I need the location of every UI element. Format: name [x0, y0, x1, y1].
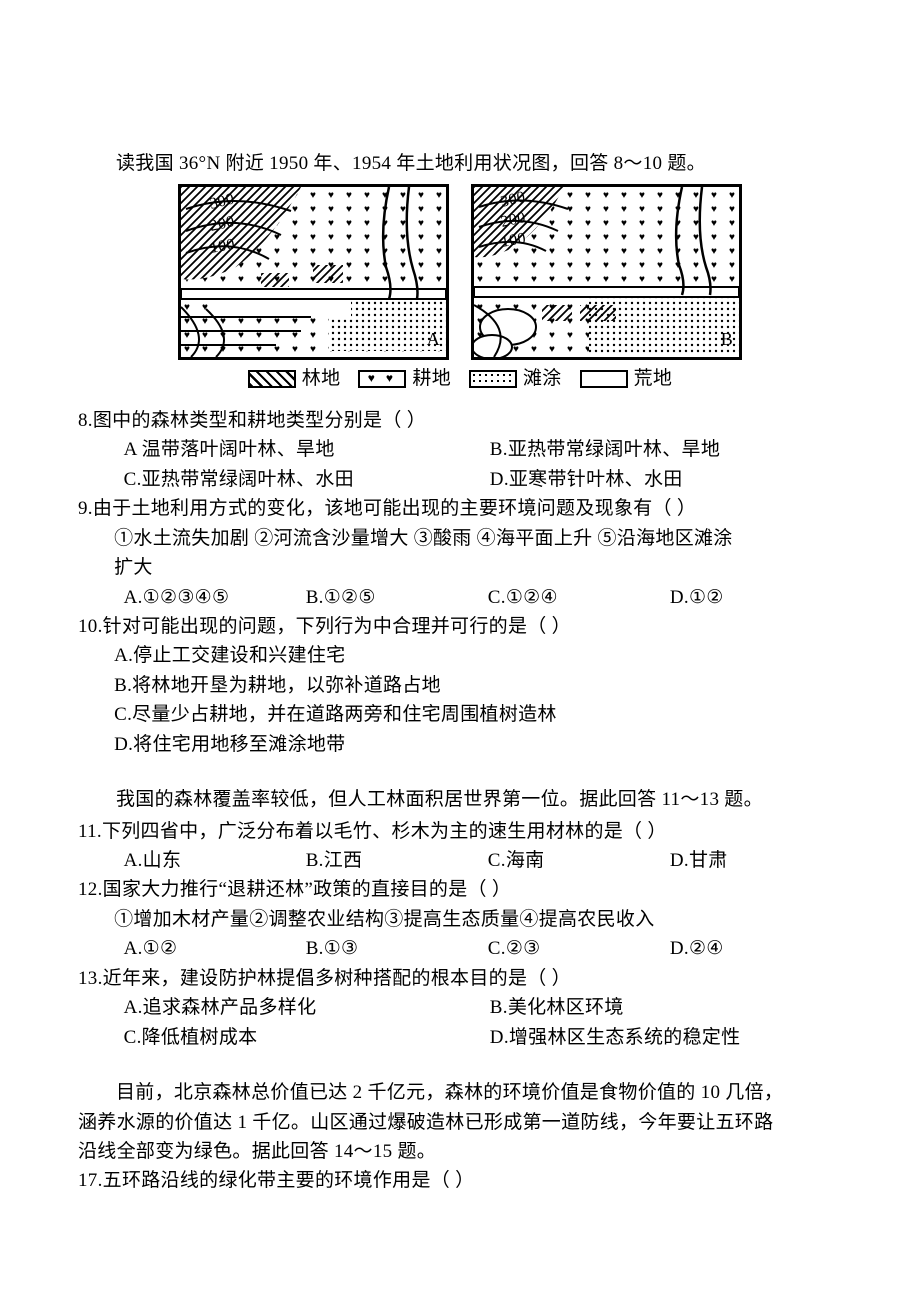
q10-option-b: B.将林地开垦为耕地，以弥补道路占地 — [114, 671, 842, 700]
q12-items: ①增加木材产量②调整农业结构③提高生态质量④提高农民收入 — [78, 905, 842, 934]
legend-mudflat-label: 滩涂 — [523, 364, 562, 393]
q12-option-c: C.②③ — [488, 934, 660, 963]
legend: 林地 耕地 滩涂 荒地 — [78, 364, 842, 393]
q11-option-a: A.山东 — [124, 846, 296, 875]
intro-14-15-line1: 目前，北京森林总价值已达 2 千亿元，森林的环境价值是食物价值的 10 几倍， — [78, 1078, 842, 1107]
q8-option-c: C.亚热带常绿阔叶林、水田 — [124, 465, 476, 494]
q9-stem: 9.由于土地利用方式的变化，该地可能出现的主要环境问题及现象有（ ） — [78, 494, 842, 523]
intro-14-15-line2: 涵养水源的价值达 1 千亿。山区通过爆破造林已形成第一道防线，今年要让五环路 — [78, 1108, 842, 1137]
map-b: ♥ — [471, 184, 742, 360]
q13-options: A.追求森林产品多样化 B.美化林区环境 C.降低植树成本 D.增强林区生态系统… — [78, 993, 842, 1052]
q17-stem: 17.五环路沿线的绿化带主要的环境作用是（ ） — [78, 1166, 842, 1195]
q9-option-b: B.①②⑤ — [306, 583, 478, 612]
q8-option-a: A 温带落叶阔叶林、旱地 — [124, 435, 476, 464]
q12-stem: 12.国家大力推行“退耕还林”政策的直接目的是（ ） — [78, 875, 842, 904]
q12-option-d: D.②④ — [670, 934, 842, 963]
q11-stem: 11.下列四省中，广泛分布着以毛竹、杉木为主的速生用材林的是（ ） — [78, 817, 842, 846]
q9-items: ①水土流失加剧 ②河流含沙量增大 ③酸雨 ④海平面上升 ⑤沿海地区滩涂 扩大 — [78, 524, 842, 583]
q9-items-line1: ①水土流失加剧 ②河流含沙量增大 ③酸雨 ④海平面上升 ⑤沿海地区滩涂 — [114, 524, 842, 553]
q9-option-c: C.①②④ — [488, 583, 660, 612]
q13-stem: 13.近年来，建设防护林提倡多树种搭配的根本目的是（ ） — [78, 964, 842, 993]
question-12: 12.国家大力推行“退耕还林”政策的直接目的是（ ） ①增加木材产量②调整农业结… — [78, 875, 842, 963]
q11-option-c: C.海南 — [488, 846, 660, 875]
q10-options: A.停止工交建设和兴建住宅 B.将林地开垦为耕地，以弥补道路占地 C.尽量少占耕… — [78, 641, 842, 759]
q13-option-d: D.增强林区生态系统的稳定性 — [490, 1023, 842, 1052]
q13-option-b: B.美化林区环境 — [490, 993, 842, 1022]
swatch-wasteland — [580, 370, 628, 388]
intro-14-15: 目前，北京森林总价值已达 2 千亿元，森林的环境价值是食物价值的 10 几倍， … — [78, 1078, 842, 1166]
question-8: 8.图中的森林类型和耕地类型分别是（ ） A 温带落叶阔叶林、旱地 B.亚热带常… — [78, 406, 842, 494]
swatch-mudflat — [469, 370, 517, 388]
intro-11-13: 我国的森林覆盖率较低，但人工林面积居世界第一位。据此回答 11～13 题。 — [78, 785, 842, 814]
q11-option-b: B.江西 — [306, 846, 478, 875]
q13-option-c: C.降低植树成本 — [124, 1023, 476, 1052]
q8-option-d: D.亚寒带针叶林、水田 — [490, 465, 842, 494]
swatch-cultivated — [358, 370, 406, 388]
q12-items-line: ①增加木材产量②调整农业结构③提高生态质量④提高农民收入 — [114, 905, 842, 934]
q13-option-a: A.追求森林产品多样化 — [124, 993, 476, 1022]
q12-options: A.①② B.①③ C.②③ D.②④ — [78, 934, 842, 963]
map-b-label: B — [721, 326, 733, 354]
question-17: 17.五环路沿线的绿化带主要的环境作用是（ ） — [78, 1166, 842, 1195]
legend-wasteland: 荒地 — [580, 364, 673, 393]
q11-option-d: D.甘肃 — [670, 846, 842, 875]
q9-options: A.①②③④⑤ B.①②⑤ C.①②④ D.①② — [78, 583, 842, 612]
legend-cultivated-label: 耕地 — [412, 364, 451, 393]
q8-option-b: B.亚热带常绿阔叶林、旱地 — [490, 435, 842, 464]
map-a-svg: ♥ — [181, 187, 446, 357]
q10-option-d: D.将住宅用地移至滩涂地带 — [114, 730, 842, 759]
swatch-forest — [248, 370, 296, 388]
q10-option-a: A.停止工交建设和兴建住宅 — [114, 641, 842, 670]
figure-row: ♥ — [78, 184, 842, 360]
legend-cultivated: 耕地 — [358, 364, 451, 393]
question-9: 9.由于土地利用方式的变化，该地可能出现的主要环境问题及现象有（ ） ①水土流失… — [78, 494, 842, 612]
map-a-label: A — [427, 326, 440, 354]
legend-wasteland-label: 荒地 — [634, 364, 673, 393]
q11-options: A.山东 B.江西 C.海南 D.甘肃 — [78, 846, 842, 875]
legend-forest: 林地 — [248, 364, 341, 393]
question-10: 10.针对可能出现的问题，下列行为中合理并可行的是（ ） A.停止工交建设和兴建… — [78, 612, 842, 759]
legend-mudflat: 滩涂 — [469, 364, 562, 393]
q12-option-b: B.①③ — [306, 934, 478, 963]
intro-14-15-line3: 沿线全部变为绿色。据此回答 14～15 题。 — [78, 1137, 842, 1166]
q10-option-c: C.尽量少占耕地，并在道路两旁和住宅周围植树造林 — [114, 700, 842, 729]
question-11: 11.下列四省中，广泛分布着以毛竹、杉木为主的速生用材林的是（ ） A.山东 B… — [78, 817, 842, 876]
q8-stem: 8.图中的森林类型和耕地类型分别是（ ） — [78, 406, 842, 435]
page: 读我国 36°N 附近 1950 年、1954 年土地利用状况图，回答 8～10… — [0, 0, 920, 1300]
intro-8-10: 读我国 36°N 附近 1950 年、1954 年土地利用状况图，回答 8～10… — [78, 149, 842, 178]
map-a: ♥ — [178, 184, 449, 360]
q12-option-a: A.①② — [124, 934, 296, 963]
q9-option-a: A.①②③④⑤ — [124, 583, 296, 612]
map-b-svg: ♥ — [474, 187, 739, 357]
q8-options: A 温带落叶阔叶林、旱地 B.亚热带常绿阔叶林、旱地 C.亚热带常绿阔叶林、水田… — [78, 435, 842, 494]
q9-option-d: D.①② — [670, 583, 842, 612]
question-13: 13.近年来，建设防护林提倡多树种搭配的根本目的是（ ） A.追求森林产品多样化… — [78, 964, 842, 1052]
q9-items-line1b: 扩大 — [114, 553, 842, 582]
q10-stem: 10.针对可能出现的问题，下列行为中合理并可行的是（ ） — [78, 612, 842, 641]
legend-forest-label: 林地 — [302, 364, 341, 393]
